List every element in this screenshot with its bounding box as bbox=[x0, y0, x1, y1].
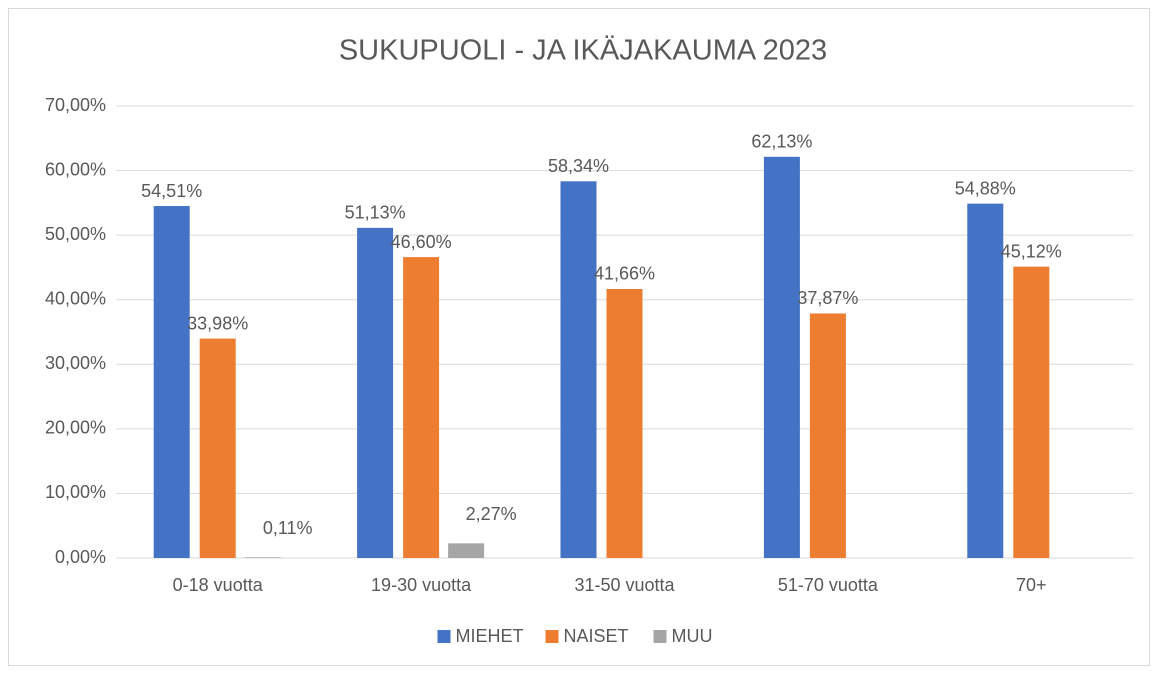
data-label: 33,98% bbox=[187, 313, 248, 333]
x-tick-label: 19-30 vuotta bbox=[371, 575, 472, 595]
y-tick-label: 60,00% bbox=[45, 159, 106, 179]
y-tick-label: 10,00% bbox=[45, 482, 106, 502]
legend-swatch bbox=[437, 630, 451, 643]
y-tick-label: 70,00% bbox=[45, 95, 106, 115]
chart-title: SUKUPUOLI - JA IKÄJAKAUMA 2023 bbox=[339, 35, 827, 67]
bar bbox=[153, 206, 190, 558]
x-tick-label: 70+ bbox=[1016, 575, 1047, 595]
bar bbox=[244, 557, 281, 558]
legend-label: MIEHET bbox=[456, 626, 524, 646]
bar bbox=[403, 257, 440, 558]
data-label: 2,27% bbox=[466, 504, 517, 524]
data-label: 46,60% bbox=[391, 232, 452, 252]
legend-swatch bbox=[653, 630, 667, 643]
data-label: 54,88% bbox=[955, 178, 1016, 198]
x-tick-label: 0-18 vuotta bbox=[173, 575, 264, 595]
bar bbox=[967, 203, 1004, 558]
x-tick-label: 51-70 vuotta bbox=[778, 575, 879, 595]
bar bbox=[1013, 266, 1050, 558]
bar bbox=[199, 338, 236, 558]
y-tick-label: 40,00% bbox=[45, 288, 106, 308]
data-label: 58,34% bbox=[548, 156, 609, 176]
data-label: 51,13% bbox=[345, 203, 406, 223]
data-label: 62,13% bbox=[751, 132, 812, 152]
legend-label: NAISET bbox=[564, 626, 629, 646]
bar bbox=[606, 288, 643, 558]
y-tick-label: 0,00% bbox=[55, 547, 106, 567]
data-label: 45,12% bbox=[1001, 241, 1062, 261]
y-tick-label: 50,00% bbox=[45, 224, 106, 244]
data-label: 37,87% bbox=[797, 288, 858, 308]
legend-label: MUU bbox=[672, 626, 713, 646]
bar bbox=[560, 181, 597, 558]
bar bbox=[357, 227, 394, 558]
data-label: 41,66% bbox=[594, 264, 655, 284]
x-tick-label: 31-50 vuotta bbox=[574, 575, 675, 595]
data-label: 54,51% bbox=[141, 181, 202, 201]
y-tick-label: 30,00% bbox=[45, 353, 106, 373]
data-label: 0,11% bbox=[263, 518, 313, 538]
bar bbox=[448, 543, 485, 558]
legend-swatch bbox=[545, 630, 559, 643]
bar bbox=[763, 156, 800, 558]
bar bbox=[809, 313, 846, 558]
y-tick-label: 20,00% bbox=[45, 418, 106, 438]
